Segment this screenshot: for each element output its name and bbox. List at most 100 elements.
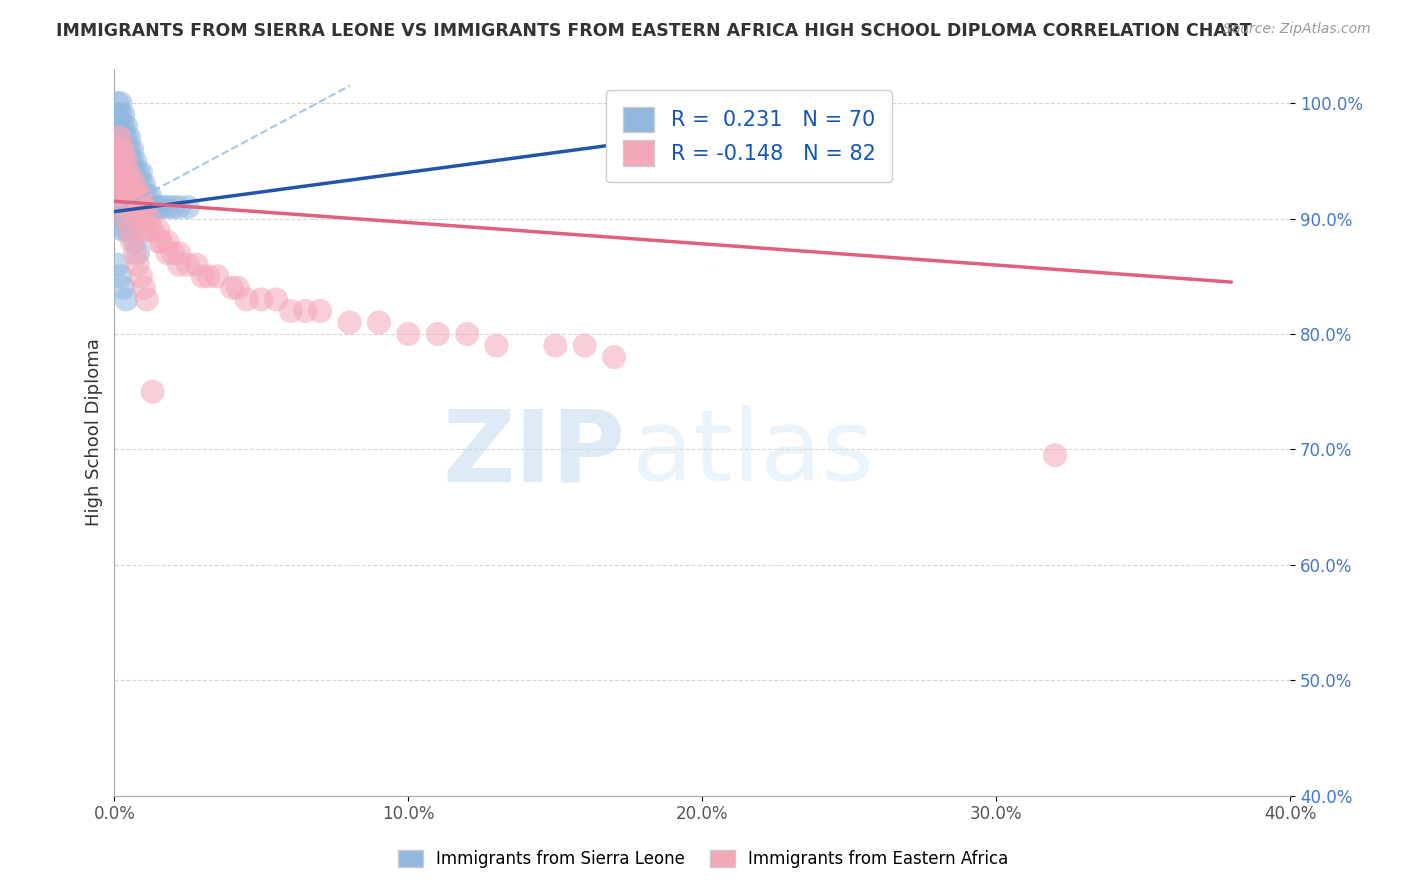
Point <box>148 223 170 237</box>
Point <box>105 120 128 134</box>
Point <box>118 165 141 179</box>
Point <box>396 326 419 341</box>
Point <box>115 211 138 226</box>
Point <box>124 177 146 191</box>
Point <box>110 108 132 122</box>
Point <box>115 223 138 237</box>
Point <box>127 177 149 191</box>
Point <box>112 177 135 191</box>
Point <box>110 177 132 191</box>
Point <box>186 258 208 272</box>
Point <box>105 130 128 145</box>
Point <box>264 293 287 307</box>
Point <box>112 142 135 156</box>
Point <box>456 326 478 341</box>
Point <box>118 142 141 156</box>
Point <box>132 223 155 237</box>
Point <box>156 235 179 249</box>
Point <box>115 120 138 134</box>
Point <box>148 200 170 214</box>
Point <box>129 269 152 284</box>
Text: ZIP: ZIP <box>443 406 626 502</box>
Point <box>177 200 200 214</box>
Point <box>110 200 132 214</box>
Point <box>127 211 149 226</box>
Point <box>132 200 155 214</box>
Point <box>207 269 229 284</box>
Point <box>115 165 138 179</box>
Point <box>112 153 135 168</box>
Point <box>148 235 170 249</box>
Point <box>105 258 128 272</box>
Point <box>132 188 155 202</box>
Y-axis label: High School Diploma: High School Diploma <box>86 338 103 526</box>
Point <box>112 165 135 179</box>
Point <box>121 142 143 156</box>
Point <box>115 130 138 145</box>
Point <box>115 293 138 307</box>
Point <box>105 96 128 111</box>
Point <box>426 326 449 341</box>
Point <box>112 211 135 226</box>
Point <box>156 200 179 214</box>
Point <box>115 188 138 202</box>
Point <box>110 120 132 134</box>
Point <box>138 223 160 237</box>
Point <box>110 188 132 202</box>
Point <box>339 316 361 330</box>
Point <box>112 223 135 237</box>
Point <box>156 246 179 260</box>
Point <box>110 130 132 145</box>
Point <box>138 188 160 202</box>
Point <box>309 304 332 318</box>
Point <box>142 384 165 399</box>
Point <box>112 153 135 168</box>
Point <box>132 281 155 295</box>
Point <box>110 153 132 168</box>
Point <box>127 188 149 202</box>
Text: IMMIGRANTS FROM SIERRA LEONE VS IMMIGRANTS FROM EASTERN AFRICA HIGH SCHOOL DIPLO: IMMIGRANTS FROM SIERRA LEONE VS IMMIGRAN… <box>56 22 1251 40</box>
Point <box>132 211 155 226</box>
Point <box>129 165 152 179</box>
Point <box>121 177 143 191</box>
Legend: R =  0.231   N = 70, R = -0.148   N = 82: R = 0.231 N = 70, R = -0.148 N = 82 <box>606 90 893 182</box>
Point <box>112 200 135 214</box>
Point <box>135 293 157 307</box>
Point <box>115 153 138 168</box>
Point <box>112 120 135 134</box>
Point <box>110 142 132 156</box>
Point <box>127 246 149 260</box>
Point <box>110 142 132 156</box>
Point <box>127 200 149 214</box>
Point <box>112 177 135 191</box>
Point <box>115 177 138 191</box>
Point <box>112 142 135 156</box>
Point <box>177 258 200 272</box>
Point <box>127 165 149 179</box>
Point <box>112 165 135 179</box>
Point <box>132 200 155 214</box>
Point <box>132 177 155 191</box>
Point <box>105 108 128 122</box>
Point <box>574 338 596 352</box>
Point <box>121 177 143 191</box>
Point <box>142 223 165 237</box>
Point <box>121 200 143 214</box>
Point <box>124 177 146 191</box>
Point <box>162 246 184 260</box>
Legend: Immigrants from Sierra Leone, Immigrants from Eastern Africa: Immigrants from Sierra Leone, Immigrants… <box>391 843 1015 875</box>
Point <box>150 235 173 249</box>
Point <box>1043 448 1066 462</box>
Point <box>118 177 141 191</box>
Point <box>485 338 508 352</box>
Point <box>105 177 128 191</box>
Point <box>121 235 143 249</box>
Point <box>162 200 184 214</box>
Point <box>105 153 128 168</box>
Point <box>105 200 128 214</box>
Point <box>115 153 138 168</box>
Point <box>110 96 132 111</box>
Point <box>105 142 128 156</box>
Point <box>150 200 173 214</box>
Point <box>368 316 391 330</box>
